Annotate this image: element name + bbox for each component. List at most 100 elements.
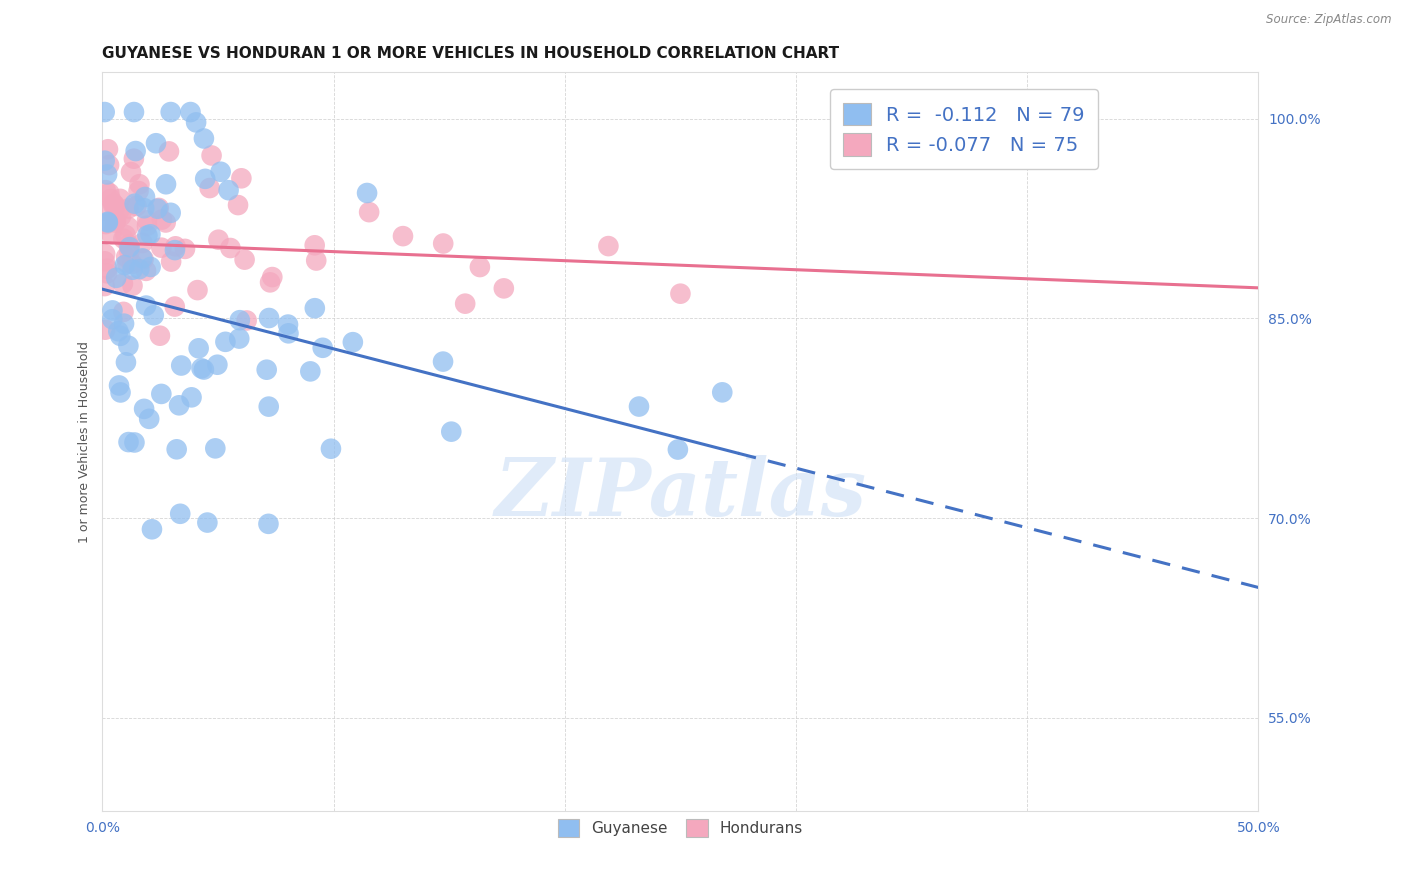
Point <box>128 178 150 192</box>
Point <box>193 131 215 145</box>
Text: ZIPatlas: ZIPatlas <box>495 455 866 533</box>
Point <box>157 145 180 159</box>
Point <box>96 168 118 182</box>
Point <box>110 385 132 400</box>
Point <box>207 233 229 247</box>
Point <box>131 252 153 266</box>
Point <box>134 201 156 215</box>
Legend: Guyanese, Hondurans: Guyanese, Hondurans <box>550 811 811 844</box>
Point <box>187 341 209 355</box>
Point <box>226 198 249 212</box>
Point <box>142 308 165 322</box>
Point <box>97 142 120 156</box>
Point <box>170 359 193 373</box>
Point <box>228 332 250 346</box>
Point <box>204 442 226 456</box>
Y-axis label: 1 or more Vehicles in Household: 1 or more Vehicles in Household <box>79 341 91 542</box>
Point <box>96 261 118 276</box>
Point <box>94 247 117 261</box>
Point <box>669 286 692 301</box>
Point <box>150 387 173 401</box>
Point <box>193 362 215 376</box>
Point <box>150 212 173 227</box>
Point <box>146 202 169 216</box>
Point <box>163 243 186 257</box>
Point <box>93 153 115 168</box>
Point <box>138 412 160 426</box>
Point <box>121 257 143 271</box>
Point <box>139 260 162 274</box>
Point <box>100 192 122 206</box>
Point <box>115 355 138 369</box>
Point <box>98 186 121 200</box>
Point <box>207 358 229 372</box>
Point <box>104 215 127 229</box>
Point <box>432 354 454 368</box>
Point <box>114 227 136 242</box>
Point <box>114 258 136 272</box>
Point <box>94 217 117 231</box>
Point <box>125 199 148 213</box>
Point <box>96 266 118 280</box>
Point <box>105 213 128 227</box>
Point <box>117 339 139 353</box>
Point <box>312 341 335 355</box>
Point <box>97 215 120 229</box>
Point <box>112 317 135 331</box>
Point <box>93 254 115 268</box>
Point <box>259 276 281 290</box>
Point <box>124 196 146 211</box>
Point <box>117 435 139 450</box>
Point <box>262 270 284 285</box>
Point <box>233 252 256 267</box>
Point <box>117 237 139 252</box>
Point <box>122 105 145 120</box>
Point <box>277 318 299 332</box>
Point <box>454 296 477 310</box>
Point <box>440 425 463 439</box>
Point <box>167 398 190 412</box>
Point <box>200 148 222 162</box>
Point <box>121 278 143 293</box>
Point <box>194 172 217 186</box>
Point <box>186 283 208 297</box>
Point <box>122 152 145 166</box>
Point <box>124 435 146 450</box>
Point <box>136 219 159 233</box>
Point <box>108 204 131 219</box>
Point <box>304 238 326 252</box>
Point <box>117 256 139 270</box>
Point <box>159 206 181 220</box>
Point <box>257 311 280 326</box>
Point <box>105 270 128 285</box>
Point <box>231 171 253 186</box>
Point <box>356 186 378 200</box>
Point <box>120 165 142 179</box>
Point <box>117 202 139 216</box>
Point <box>169 507 191 521</box>
Point <box>392 229 415 244</box>
Point <box>257 400 280 414</box>
Point <box>131 235 153 250</box>
Point <box>101 198 124 212</box>
Point <box>148 201 170 215</box>
Point <box>342 335 364 350</box>
Point <box>108 378 131 392</box>
Point <box>256 362 278 376</box>
Point <box>229 313 252 327</box>
Point <box>214 334 236 349</box>
Point <box>627 400 650 414</box>
Point <box>257 516 280 531</box>
Point <box>149 328 172 343</box>
Point <box>118 240 141 254</box>
Point <box>598 239 620 253</box>
Point <box>218 183 240 197</box>
Point <box>145 136 167 151</box>
Point <box>492 281 515 295</box>
Point <box>319 442 342 456</box>
Point <box>235 313 257 327</box>
Point <box>304 301 326 316</box>
Point <box>128 184 150 198</box>
Point <box>101 303 124 318</box>
Point <box>108 192 131 206</box>
